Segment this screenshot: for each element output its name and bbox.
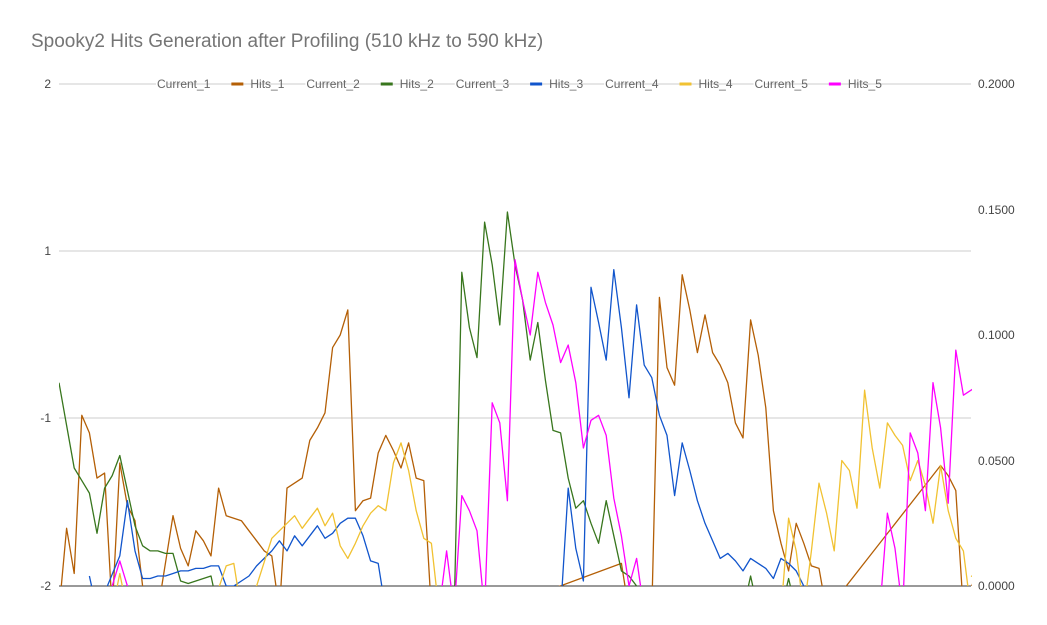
- legend-label: Hits_5: [848, 77, 882, 91]
- legend-label: Current_4: [605, 77, 659, 91]
- right-tick-label: 0.1000: [978, 328, 1015, 342]
- left-tick-label: 1: [44, 244, 51, 258]
- legend: Current_1 Hits_1 Current_2 Hits_2 Current_3 H…: [156, 77, 882, 91]
- legend-label: Hits_2: [400, 77, 434, 91]
- series-line-hits-4: [116, 389, 969, 586]
- series-line-hits-2: [59, 211, 792, 586]
- right-tick-label: 0.0000: [978, 579, 1015, 593]
- series-group: [59, 211, 972, 586]
- right-axis-ticks: 0.2000 0.1500 0.1000 0.0500 0.0000: [978, 77, 1015, 593]
- legend-label: Current_2: [306, 77, 360, 91]
- legend-label: Current_1: [157, 77, 211, 91]
- right-tick-label: 0.1500: [978, 203, 1015, 217]
- left-tick-label: -1: [40, 411, 51, 425]
- left-axis-ticks: 2 1 -1 -2: [40, 77, 51, 593]
- legend-label: Hits_1: [250, 77, 284, 91]
- legend-label: Hits_4: [698, 77, 732, 91]
- right-tick-label: 0.2000: [978, 77, 1015, 91]
- series-lines: [59, 211, 972, 586]
- chart-title: Spooky2 Hits Generation after Profiling …: [31, 31, 544, 52]
- legend-label: Current_5: [755, 77, 809, 91]
- series-line-hits-3: [88, 269, 805, 586]
- legend-label: Current_3: [456, 77, 510, 91]
- left-tick-label: 2: [44, 77, 51, 91]
- legend-label: Hits_3: [549, 77, 583, 91]
- right-tick-label: 0.0500: [978, 454, 1015, 468]
- gridlines: [59, 83, 971, 587]
- series-line-hits-1: [60, 274, 972, 586]
- left-tick-label: -2: [40, 579, 51, 593]
- series-line-hits-5: [111, 259, 972, 586]
